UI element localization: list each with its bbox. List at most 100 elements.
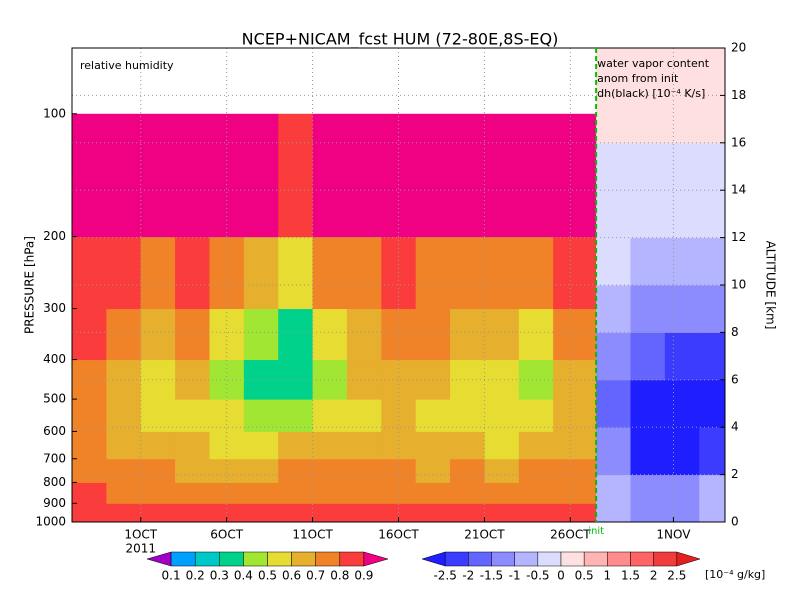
anom-cell — [630, 190, 666, 239]
rh-cell — [553, 503, 597, 523]
colorbar-label: 0.6 — [282, 569, 301, 583]
rh-cell — [243, 113, 279, 238]
rh-cell — [346, 308, 382, 361]
rh-cell — [140, 482, 176, 504]
y2-tick-label: 14 — [731, 183, 746, 197]
rh-cell — [243, 431, 279, 460]
rh-cell — [415, 308, 451, 361]
rh-cell — [484, 359, 520, 400]
anom-cell — [664, 95, 700, 144]
panel-label: relative humidity — [80, 59, 174, 72]
anom-cell — [596, 95, 631, 144]
colorbar-label: 2.5 — [667, 569, 686, 583]
rh-cell — [243, 458, 279, 483]
rh-cell — [415, 113, 451, 238]
colorbar-label: -2 — [462, 569, 474, 583]
rh-cell — [518, 482, 554, 504]
rh-cell — [312, 503, 348, 523]
rh-cell — [72, 482, 107, 504]
rh-cell — [415, 503, 451, 523]
rh-cell — [346, 482, 382, 504]
rh-cell — [243, 236, 279, 310]
rh-cell — [72, 503, 107, 523]
colorbar-swatch — [339, 551, 365, 567]
y-tick-label: 800 — [43, 475, 66, 489]
colorbar-swatch — [363, 551, 389, 567]
colorbar-swatch — [630, 551, 654, 567]
rh-cell — [518, 431, 554, 460]
rh-cell — [209, 431, 245, 460]
colorbar-label: -0.5 — [526, 569, 549, 583]
rh-cell — [381, 431, 417, 460]
rh-cell — [175, 308, 210, 361]
rh-cell — [209, 482, 245, 504]
x-tick-label: 1OCT — [124, 528, 157, 542]
anom-cell — [596, 285, 631, 333]
colorbar-label: 0.8 — [330, 569, 349, 583]
colorbar-label: -2.5 — [433, 569, 456, 583]
rh-cell — [209, 359, 245, 400]
rh-cell — [312, 359, 348, 400]
y-tick-label: 400 — [43, 352, 66, 366]
rh-cell — [175, 236, 210, 310]
rh-cell — [106, 113, 142, 238]
rh-cell — [553, 482, 597, 504]
rh-cell — [312, 431, 348, 460]
rh-cell — [72, 399, 107, 432]
colorbar-label: 0.1 — [162, 569, 181, 583]
y2-axis-label: ALTITUDE [km] — [764, 241, 778, 330]
colorbar-swatch — [676, 551, 701, 567]
anom-cell — [664, 379, 700, 428]
anom-cell — [630, 142, 666, 191]
chart-title: NCEP+NICAM_fcst HUM (72-80E,8S-EQ) — [242, 30, 559, 50]
colorbar-label: -1 — [509, 569, 521, 583]
colorbar-swatch — [537, 551, 562, 567]
colorbar-swatch — [315, 551, 341, 567]
anom-cell — [596, 379, 631, 428]
rh-cell — [106, 399, 142, 432]
rh-cell — [518, 236, 554, 310]
rh-cell — [243, 399, 279, 432]
rh-cell — [278, 359, 314, 400]
anom-cell — [596, 332, 631, 381]
rh-cell — [450, 399, 485, 432]
rh-cell — [381, 482, 417, 504]
anom-cell — [630, 95, 666, 144]
y2-tick-label: 20 — [731, 41, 746, 55]
colorbar-swatch — [421, 551, 446, 567]
anom-cell — [699, 190, 726, 239]
rh-cell — [175, 503, 210, 523]
colorbar-label: 1.5 — [621, 569, 640, 583]
rh-cell — [450, 503, 485, 523]
anom-cell — [699, 237, 726, 286]
colorbar-label: 0.9 — [354, 569, 373, 583]
rh-cell — [243, 482, 279, 504]
anom-cell — [664, 48, 700, 96]
anom-cell — [596, 190, 631, 239]
rh-cell — [140, 236, 176, 310]
colorbar-swatch — [194, 551, 220, 567]
colorbar-label: -1.5 — [480, 569, 503, 583]
colorbar-swatch — [583, 551, 608, 567]
anom-cell — [699, 474, 726, 523]
colorbar-swatch — [560, 551, 585, 567]
rh-cell — [450, 458, 485, 483]
rh-cell — [72, 308, 107, 361]
rh-cell — [415, 482, 451, 504]
rh-cell — [312, 399, 348, 432]
anom-cell — [699, 285, 726, 333]
anom-cell — [596, 474, 631, 523]
anom-cell — [596, 142, 631, 191]
colorbar-swatch — [653, 551, 678, 567]
rh-cell — [415, 458, 451, 483]
x-tick-label: 6OCT — [210, 528, 243, 542]
rh-cell — [175, 399, 210, 432]
colorbar-label: 1 — [604, 569, 612, 583]
rh-cell — [553, 359, 597, 400]
rh-cell — [346, 503, 382, 523]
colorbar-label: 0.7 — [306, 569, 325, 583]
y2-tick-label: 10 — [731, 278, 746, 292]
rh-cell — [209, 458, 245, 483]
y2-tick-label: 12 — [731, 230, 746, 244]
anom-cell — [699, 95, 726, 144]
